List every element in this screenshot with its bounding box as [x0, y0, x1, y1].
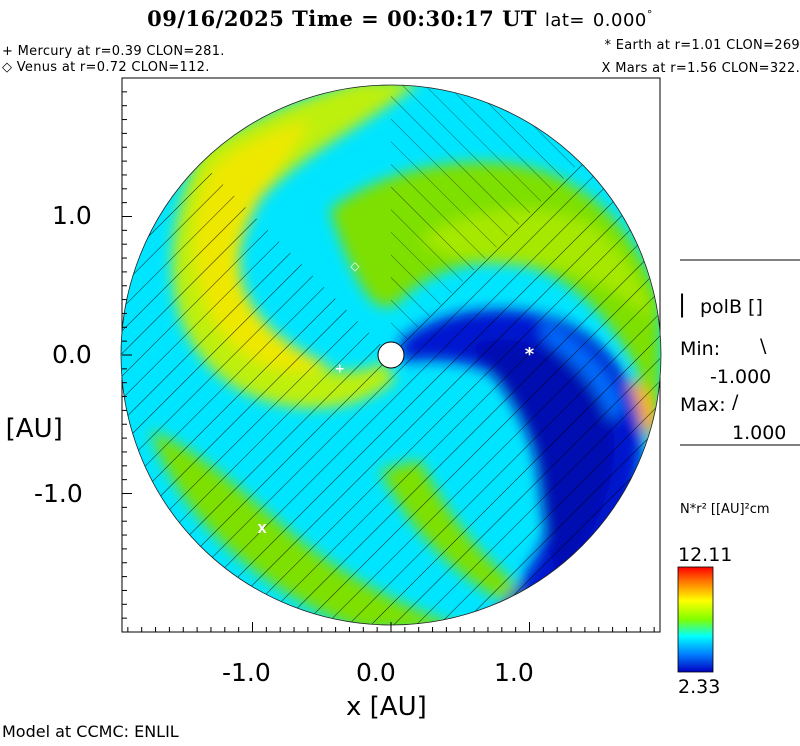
mars-info-text: Mars at r=1.56 CLON=322.	[615, 61, 800, 76]
colorbar-max-label: 12.11	[678, 544, 733, 566]
field-label: polB []	[700, 296, 763, 318]
y-axis-label: y [AU]	[0, 414, 63, 444]
page-title: 09/16/2025 Time = 00:30:17 UT lat= 0.000…	[0, 6, 800, 31]
min-label: Min:	[680, 338, 721, 360]
title-lat-label: lat=	[544, 10, 586, 31]
y-tick-label: 0.0	[52, 340, 92, 369]
axis-ticks	[122, 91, 655, 632]
earth-info: * Earth at r=1.01 CLON=269	[605, 38, 800, 53]
mercury-marker: +	[335, 361, 345, 375]
mars-legend-marker: X	[601, 61, 611, 76]
title-lat-value: 0.000	[592, 10, 647, 31]
title-time: 00:30:17	[387, 6, 495, 31]
earth-info-text: Earth at r=1.01 CLON=269	[615, 38, 800, 53]
mercury-legend-marker: +	[2, 44, 14, 59]
venus-legend-marker: ◇	[2, 60, 13, 75]
title-time-label: Time =	[292, 6, 388, 31]
earth-legend-marker: *	[604, 38, 612, 53]
min-value: -1.000	[710, 366, 772, 388]
max-value: 1.000	[732, 422, 787, 444]
field-bar: |	[678, 290, 687, 318]
degree-mark: °	[646, 8, 653, 21]
y-tick-label: -1.0	[34, 479, 83, 508]
title-date: 09/16/2025	[147, 6, 285, 31]
max-label: Max:	[680, 394, 726, 416]
mars-marker: X	[258, 522, 268, 536]
venus-info-text: Venus at r=0.72 CLON=112.	[16, 60, 210, 75]
max-symbol: /	[732, 391, 739, 413]
colorbar-min-label: 2.33	[678, 676, 721, 698]
sun-inner-boundary	[377, 341, 405, 369]
x-tick-label: 0.0	[356, 658, 396, 687]
x-axis-label: x [AU]	[346, 692, 427, 722]
planet-markers: + ◇ * X	[258, 259, 535, 536]
mars-info: X Mars at r=1.56 CLON=322.	[602, 61, 800, 76]
colorbar	[677, 566, 714, 673]
mercury-info-text: Mercury at r=0.39 CLON=281.	[17, 44, 225, 59]
x-tick-label: -1.0	[222, 658, 271, 687]
venus-info: ◇ Venus at r=0.72 CLON=112.	[2, 60, 210, 75]
density-label: N*r² [[AU]²cm	[680, 502, 770, 517]
venus-marker: ◇	[350, 259, 360, 273]
earth-marker: *	[525, 344, 535, 365]
mercury-info: + Mercury at r=0.39 CLON=281.	[2, 44, 225, 59]
y-tick-label: 1.0	[52, 201, 92, 230]
x-tick-label: 1.0	[494, 658, 534, 687]
model-credit: Model at CCMC: ENLIL	[2, 722, 179, 741]
title-timezone: UT	[502, 6, 538, 31]
min-symbol: \	[760, 335, 767, 357]
